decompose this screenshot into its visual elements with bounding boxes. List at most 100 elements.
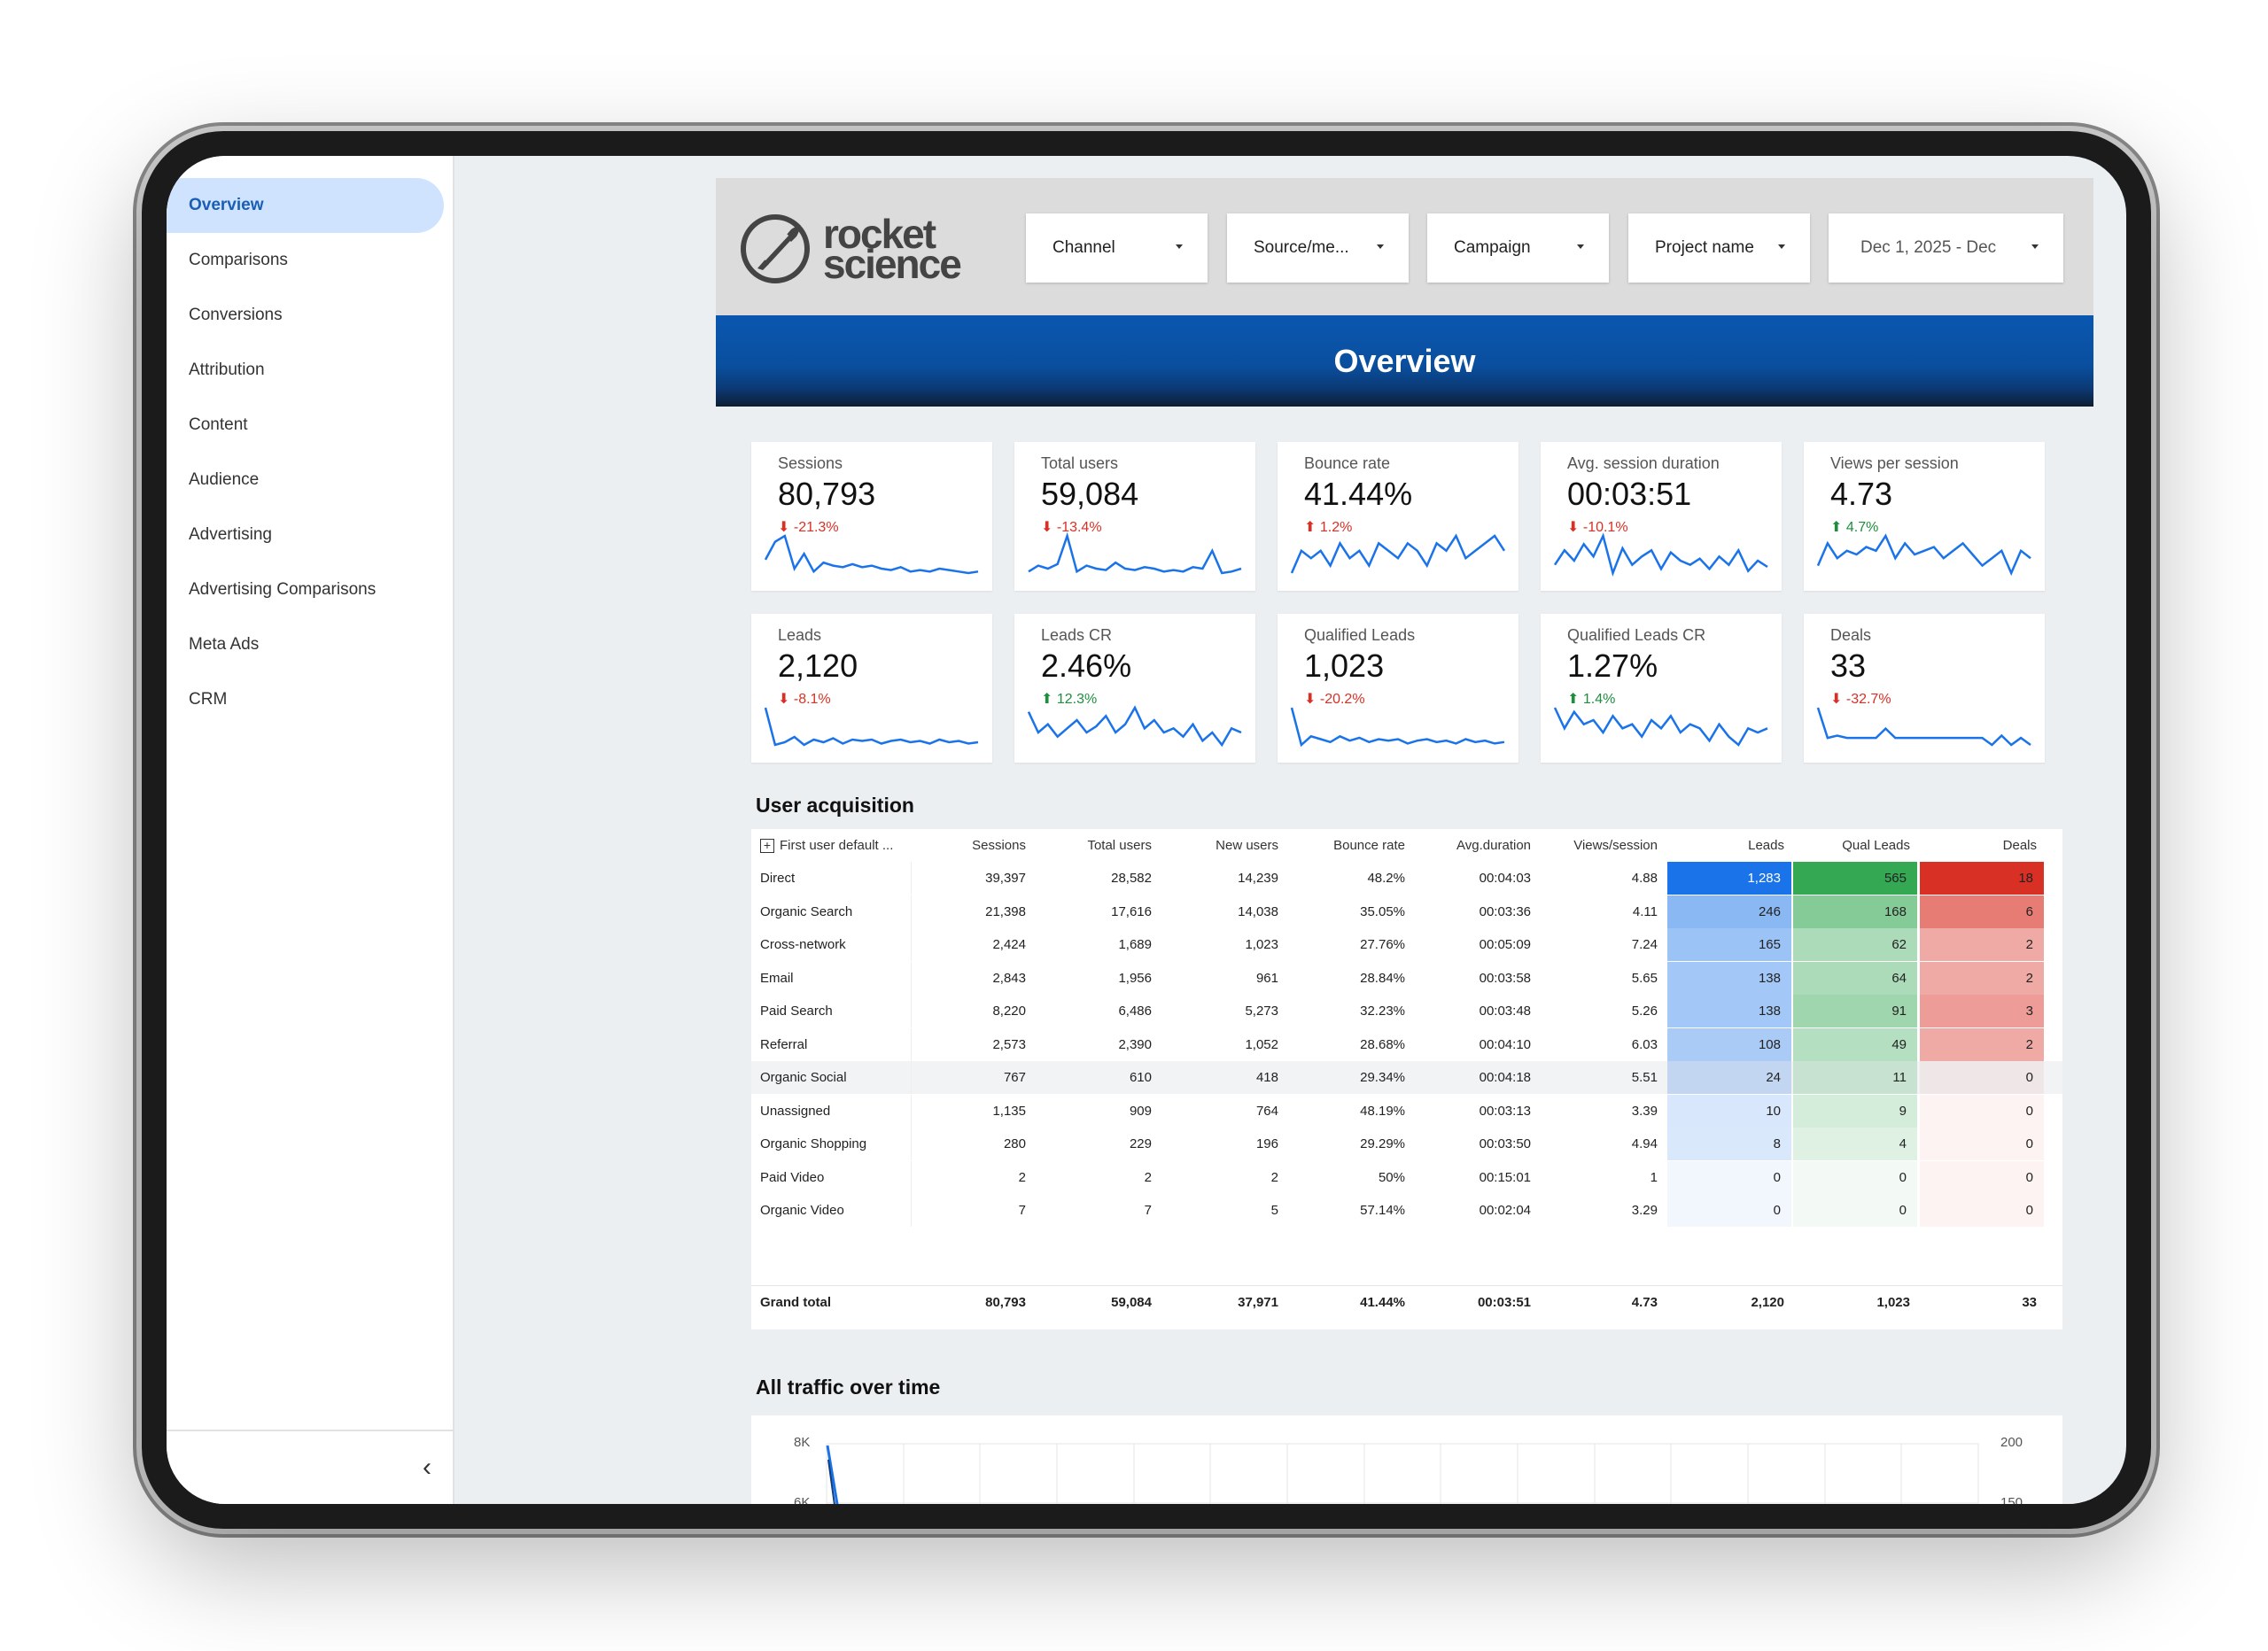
project-name-filter[interactable]: Project name	[1628, 213, 1810, 283]
table-row[interactable]: Organic Shopping 280 229 196 29.29% 00:03:50 4…	[751, 1128, 2062, 1160]
campaign-filter[interactable]: Campaign	[1427, 213, 1609, 283]
cell-total-users: 229	[1129, 1136, 1152, 1151]
cell-avg-duration: 00:03:58	[1479, 970, 1531, 986]
kpi-qualified-leads: Qualified Leads 1,023 ⬇ -20.2%	[1278, 614, 1518, 763]
col-header-avg-duration[interactable]: Avg.duration	[1456, 838, 1531, 853]
kpi-change: ⬇ -10.1%	[1567, 520, 1628, 535]
nav-item-audience[interactable]: Audience	[189, 470, 260, 489]
cell-channel: Unassigned	[760, 1103, 831, 1119]
col-header-sessions[interactable]: Sessions	[972, 838, 1026, 853]
cell-bounce-rate: 28.84%	[1360, 970, 1405, 986]
nav-item-advertising-comparisons[interactable]: Advertising Comparisons	[189, 580, 377, 599]
cell-deals: 18	[1920, 862, 2044, 895]
table-row[interactable]: Paid Video 2 2 2 50% 00:15:01 1 0 0 0	[751, 1160, 2062, 1194]
cell-new-users: 418	[1255, 1070, 1278, 1085]
nav-item-comparisons[interactable]: Comparisons	[189, 251, 288, 269]
kpi-change-value: -13.4%	[1056, 520, 1102, 535]
cell-new-users: 1,023	[1245, 937, 1278, 952]
cell-views-session: 5.26	[1631, 1004, 1658, 1019]
col-header-total-users[interactable]: Total users	[1087, 838, 1152, 853]
date-range-filter[interactable]: Dec 1, 2025 - Dec	[1829, 213, 2063, 283]
kpi-change: ⬆ 4.7%	[1830, 520, 1879, 535]
table-row[interactable]: Email 2,843 1,956 961 28.84% 00:03:58 5.65 138 6…	[751, 961, 2062, 995]
kpi-label: Avg. session duration	[1567, 454, 1720, 472]
campaign-filter-label: Campaign	[1454, 238, 1531, 257]
nav-item-content[interactable]: Content	[189, 415, 248, 434]
cell-bounce-rate: 48.19%	[1360, 1103, 1405, 1119]
kpi-value: 2,120	[778, 647, 858, 684]
collapse-sidebar-icon[interactable]: ‹	[423, 1453, 431, 1482]
cell-sessions: 2	[911, 1160, 1026, 1194]
cell-new-users: 961	[1255, 970, 1278, 986]
nav-item-conversions[interactable]: Conversions	[189, 306, 283, 324]
cell-total-users: 1,689	[1118, 937, 1152, 952]
kpi-value: 4.73	[1830, 476, 1893, 512]
cell-new-users: 764	[1255, 1103, 1278, 1119]
cell-avg-duration: 00:05:09	[1479, 937, 1531, 952]
cell-channel: Email	[760, 970, 794, 986]
cell-deals: 3	[1920, 995, 2044, 1027]
cell-deals: 2	[1920, 1027, 2044, 1061]
sessions-series-line	[826, 1445, 839, 1504]
traffic-chart-title: All traffic over time	[756, 1376, 941, 1399]
col-header-views-session[interactable]: Views/session	[1573, 838, 1658, 853]
cell-deals: 2	[1920, 961, 2044, 995]
cell-new-users: 5	[1270, 1203, 1278, 1218]
table-row[interactable]: Organic Video 7 7 5 57.14% 00:02:04 3.29 0 0 0	[751, 1194, 2062, 1227]
deals-sparkline	[1816, 707, 2031, 747]
table-row[interactable]: Paid Search 8,220 6,486 5,273 32.23% 00:03:48…	[751, 995, 2062, 1027]
y-left-tick: 8K	[794, 1435, 811, 1450]
cell-new-users: 196	[1255, 1136, 1278, 1151]
cell-sessions: 2,843	[911, 961, 1026, 995]
table-row[interactable]: Referral 2,573 2,390 1,052 28.68% 00:04:10 6.0…	[751, 1027, 2062, 1061]
col-header-new-users[interactable]: New users	[1216, 838, 1278, 853]
user-acquisition-title: User acquisition	[756, 794, 914, 817]
cell-qual-leads: 11	[1793, 1061, 1917, 1094]
sidebar-footer: ‹	[167, 1430, 453, 1504]
cell-sessions: 39,397	[911, 862, 1026, 895]
kpi-change-value: -20.2%	[1319, 692, 1365, 707]
table-row[interactable]: Unassigned 1,135 909 764 48.19% 00:03:13 3.39 1…	[751, 1094, 2062, 1128]
leads-sparkline	[764, 707, 979, 747]
grand-total-row: Grand total 80,793 59,084 37,971 41.44% …	[751, 1285, 2062, 1319]
col-header-channel[interactable]: + First user default ...	[760, 829, 911, 862]
nav-item-advertising[interactable]: Advertising	[189, 525, 272, 544]
col-header-deals[interactable]: Deals	[2002, 838, 2037, 853]
total-new-users: 37,971	[1238, 1295, 1278, 1310]
kpi-change: ⬇ -8.1%	[778, 692, 831, 707]
total-sessions: 80,793	[985, 1295, 1026, 1310]
cell-sessions: 2,573	[911, 1027, 1026, 1061]
cell-sessions: 767	[911, 1061, 1026, 1094]
table-row[interactable]: Direct 39,397 28,582 14,239 48.2% 00:04:03 4.8…	[751, 862, 2062, 895]
kpi-change: ⬇ -21.3%	[778, 520, 839, 535]
overview-banner: Overview	[716, 315, 2093, 407]
kpi-leads-cr: Leads CR 2.46% ⬆ 12.3%	[1014, 614, 1255, 763]
channel-filter-label: Channel	[1052, 238, 1115, 257]
source-medium-filter[interactable]: Source/me...	[1227, 213, 1409, 283]
cell-leads: 138	[1667, 961, 1791, 995]
table-row[interactable]: Organic Search 21,398 17,616 14,038 35.05% 00…	[751, 895, 2062, 928]
table-row[interactable]: Organic Social 767 610 418 29.34% 00:04:18 5.5…	[751, 1061, 2062, 1094]
col-header-bounce-rate[interactable]: Bounce rate	[1333, 838, 1405, 853]
col-header-qual-leads[interactable]: Qual Leads	[1842, 838, 1910, 853]
kpi-label: Sessions	[778, 454, 843, 472]
nav-item-attribution[interactable]: Attribution	[189, 360, 265, 379]
cell-views-session: 5.65	[1631, 970, 1658, 986]
table-row[interactable]: Cross-network 2,424 1,689 1,023 27.76% 00:05:…	[751, 928, 2062, 961]
nav-item-overview[interactable]: Overview	[167, 178, 444, 233]
cell-total-users: 7	[1144, 1203, 1152, 1218]
cell-channel: Organic Video	[760, 1203, 844, 1218]
cell-bounce-rate: 48.2%	[1367, 871, 1405, 886]
nav-item-meta-ads[interactable]: Meta Ads	[189, 635, 260, 654]
kpi-sessions: Sessions 80,793 ⬇ -21.3%	[751, 442, 992, 591]
page-nav: Overview Comparisons Conversions Attribu…	[167, 178, 453, 727]
sessions-sparkline	[764, 534, 979, 575]
cell-bounce-rate: 35.05%	[1360, 903, 1405, 919]
expand-plus-icon[interactable]: +	[760, 839, 774, 854]
cell-leads: 24	[1667, 1061, 1791, 1094]
col-header-leads[interactable]: Leads	[1748, 838, 1784, 853]
nav-item-crm[interactable]: CRM	[189, 690, 228, 709]
kpi-total-users: Total users 59,084 ⬇ -13.4%	[1014, 442, 1255, 591]
cell-leads: 0	[1667, 1160, 1791, 1194]
channel-filter[interactable]: Channel	[1026, 213, 1208, 283]
